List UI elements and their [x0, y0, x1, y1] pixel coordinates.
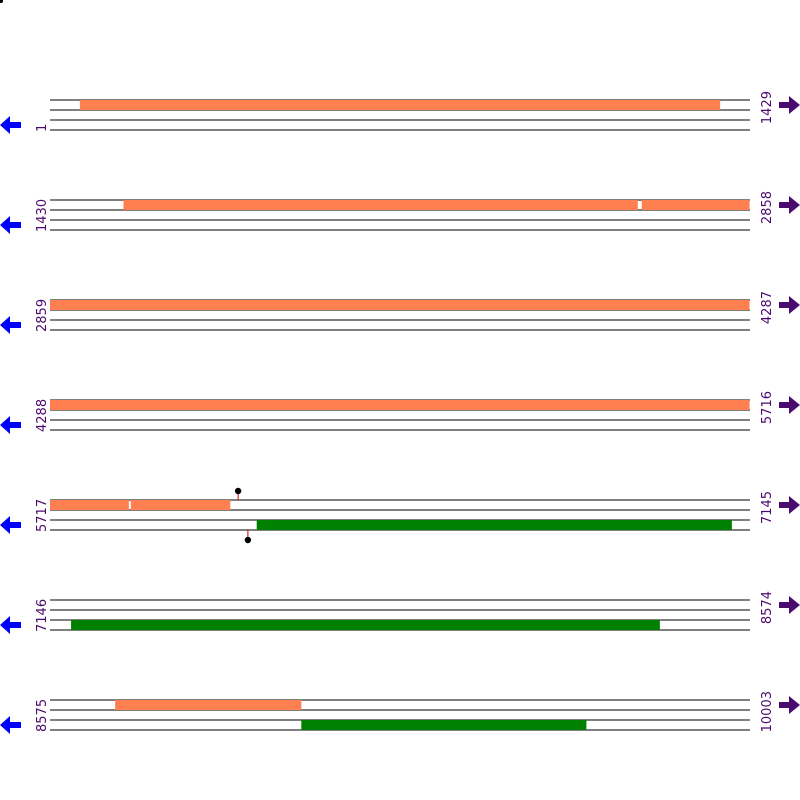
forward-feature-bar — [641, 200, 750, 210]
arrow-left-icon — [0, 716, 21, 734]
row-start-coordinate: 2859 — [35, 299, 50, 332]
arrow-right-icon — [779, 596, 800, 614]
arrow-left-icon — [0, 416, 21, 434]
row-start-coordinate: 4288 — [35, 399, 50, 432]
forward-feature-bar — [50, 300, 750, 310]
marker-pin — [244, 536, 252, 544]
sequence-row: 4288 5716 — [0, 391, 800, 434]
row-start-coordinate: 5717 — [35, 499, 50, 532]
arrow-right-icon — [779, 296, 800, 314]
row-end-coordinate: 2858 — [760, 191, 775, 224]
reverse-feature-bar — [71, 620, 660, 630]
arrow-right-icon — [779, 396, 800, 414]
reverse-feature-bar — [256, 520, 732, 530]
row-end-coordinate: 7145 — [760, 491, 775, 524]
arrow-left-icon — [0, 216, 21, 234]
sequence-row: 1430 2858 — [0, 191, 800, 234]
forward-feature-bar — [123, 200, 638, 210]
row-start-coordinate: 1 — [35, 124, 50, 132]
sequence-row: 5717 7145 — [0, 487, 800, 544]
row-start-coordinate: 8575 — [35, 699, 50, 732]
sequence-row: 8575 10003 — [0, 691, 800, 734]
arrow-left-icon — [0, 116, 21, 134]
forward-feature-bar — [50, 400, 750, 410]
row-start-coordinate: 1430 — [35, 199, 50, 232]
sequence-row: 2859 4287 — [0, 291, 800, 334]
reverse-feature-bar — [301, 720, 587, 730]
row-end-coordinate: 10003 — [760, 691, 775, 732]
arrow-right-icon — [779, 196, 800, 214]
forward-feature-bar — [50, 500, 129, 510]
sequence-row: 1 1429 — [0, 91, 800, 134]
sequence-row: 7146 8574 — [0, 591, 800, 634]
row-start-coordinate: 7146 — [35, 599, 50, 632]
arrow-right-icon — [779, 496, 800, 514]
forward-feature-bar — [130, 500, 231, 510]
row-end-coordinate: 1429 — [760, 91, 775, 124]
row-end-coordinate: 5716 — [760, 391, 775, 424]
arrow-right-icon — [779, 696, 800, 714]
forward-feature-bar — [115, 700, 302, 710]
arrow-left-icon — [0, 316, 21, 334]
corner-dot — [0, 0, 3, 3]
arrow-left-icon — [0, 516, 21, 534]
marker-pin — [234, 487, 242, 495]
row-end-coordinate: 4287 — [760, 291, 775, 324]
forward-feature-bar — [79, 100, 721, 110]
arrow-right-icon — [779, 96, 800, 114]
arrow-left-icon — [0, 616, 21, 634]
row-end-coordinate: 8574 — [760, 591, 775, 624]
